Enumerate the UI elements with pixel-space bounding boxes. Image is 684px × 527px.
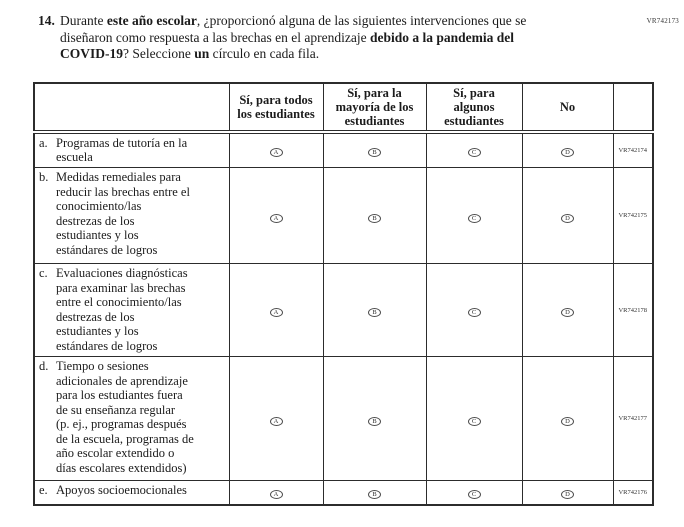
column-header-no: No [521, 82, 614, 134]
question-number: 14. [38, 13, 55, 28]
answer-bubble-a[interactable]: A [269, 308, 283, 317]
column-header-code [612, 82, 654, 134]
answer-cell: B [322, 480, 427, 505]
answer-cell: A [228, 263, 324, 357]
question-segment-bold: este año escolar [106, 13, 197, 28]
answer-cell: B [322, 356, 427, 481]
question-segment: Durante [60, 13, 107, 28]
row-code: VR742176 [612, 480, 654, 505]
answer-bubble-a[interactable]: A [269, 148, 283, 158]
answer-bubble-c[interactable]: C [467, 148, 481, 158]
row-label-cell: a. Programas de tutoría en la escuela [33, 131, 230, 168]
answer-cell: C [425, 131, 523, 168]
answer-bubble-d[interactable]: D [561, 308, 574, 317]
answer-cell: D [521, 263, 614, 357]
table-row-e: e. Apoyos socioemocionales A B C D VR7421… [33, 480, 654, 505]
answer-bubble-d[interactable]: D [561, 416, 574, 426]
row-label-cell: d. Tiempo o sesiones adicionales de apren… [33, 356, 230, 481]
answer-bubble-b[interactable]: B [368, 416, 381, 426]
answer-bubble-c[interactable]: C [467, 308, 481, 317]
question-segment: círculo en cada fila. [209, 46, 320, 61]
row-code: VR742174 [612, 131, 654, 168]
column-header-yes-some: Sí, para algunos estudiantes [425, 82, 523, 134]
row-label: Programas de tutoría en la escuela [56, 135, 188, 165]
answer-cell: C [425, 480, 523, 505]
table-row-a: a. Programas de tutoría en la escuela A B… [33, 131, 654, 168]
answer-bubble-b[interactable]: B [368, 490, 381, 500]
answer-cell: A [228, 480, 324, 505]
answer-bubble-c[interactable]: C [467, 416, 481, 426]
row-label-cell: b. Medidas remediales para reducir las br… [33, 167, 230, 264]
table-row-d: d. Tiempo o sesiones adicionales de apren… [33, 356, 654, 481]
column-header-label: Sí, para algunos estudiantes [444, 85, 504, 128]
row-letter: a. [39, 135, 48, 150]
answers-table: Sí, para todos los estudiantes Sí, para … [33, 81, 654, 506]
header-row: Sí, para todos los estudiantes Sí, para … [33, 82, 654, 134]
answer-cell: D [521, 356, 614, 481]
answer-bubble-c[interactable]: C [467, 490, 481, 500]
row-code: VR742175 [612, 167, 654, 264]
answer-bubble-b[interactable]: B [368, 148, 381, 158]
column-header-items [33, 82, 230, 134]
question-segment: ? Seleccione [123, 46, 195, 61]
answer-bubble-a[interactable]: A [269, 213, 283, 223]
table-row-b: b. Medidas remediales para reducir las br… [33, 167, 654, 264]
row-code: VR742178 [612, 263, 654, 357]
answer-bubble-d[interactable]: D [561, 148, 574, 158]
row-label: Evaluaciones diagnósticas para examinar … [56, 266, 188, 353]
answer-cell: D [521, 131, 614, 168]
row-label: Medidas remediales para reducir las brec… [56, 170, 190, 257]
row-letter: b. [39, 170, 49, 184]
row-label: Tiempo o sesiones adicionales de aprendi… [56, 359, 194, 475]
answer-bubble-d[interactable]: D [561, 213, 574, 223]
row-letter: c. [39, 266, 48, 280]
answer-bubble-d[interactable]: D [561, 490, 574, 500]
answer-cell: B [322, 131, 427, 168]
answer-cell: B [322, 167, 427, 264]
answer-cell: B [322, 263, 427, 357]
column-header-label: Sí, para todos los estudiantes [237, 92, 315, 121]
table-row-c: c. Evaluaciones diagnósticas para examina… [33, 263, 654, 357]
row-label-cell: c. Evaluaciones diagnósticas para examina… [33, 263, 230, 357]
answer-bubble-a[interactable]: A [269, 490, 283, 500]
question-14: 14. Durante este año escolar, ¿proporcio… [38, 13, 598, 63]
page-code: VR742173 [646, 17, 679, 25]
column-header-yes-most: Sí, para la mayoría de los estudiantes [322, 82, 427, 134]
answer-bubble-b[interactable]: B [368, 308, 381, 317]
column-header-label: No [559, 99, 576, 114]
column-header-label: Sí, para la mayoría de los estudiantes [335, 85, 414, 128]
row-code: VR742177 [612, 356, 654, 481]
answer-bubble-a[interactable]: A [269, 416, 283, 426]
row-label: Apoyos socioemocionales [56, 483, 187, 497]
answer-cell: C [425, 356, 523, 481]
answer-cell: D [521, 167, 614, 264]
row-letter: d. [39, 359, 49, 373]
row-letter: e. [39, 483, 48, 497]
answer-cell: C [425, 263, 523, 357]
row-label-cell: e. Apoyos socioemocionales [33, 480, 230, 505]
question-text: Durante este año escolar, ¿proporcionó a… [60, 13, 526, 63]
column-header-yes-all: Sí, para todos los estudiantes [228, 82, 324, 134]
answer-cell: A [228, 356, 324, 481]
question-segment-bold: un [194, 46, 210, 61]
answer-cell: D [521, 480, 614, 505]
answer-cell: A [228, 131, 324, 168]
answer-cell: A [228, 167, 324, 264]
answer-bubble-b[interactable]: B [368, 213, 381, 223]
answer-cell: C [425, 167, 523, 264]
question-segment: , ¿proporcionó alguna de las siguientes … [60, 13, 527, 45]
answer-bubble-c[interactable]: C [467, 213, 481, 223]
question-segment-bold: debido a la pandemia del COVID-19 [60, 29, 515, 62]
